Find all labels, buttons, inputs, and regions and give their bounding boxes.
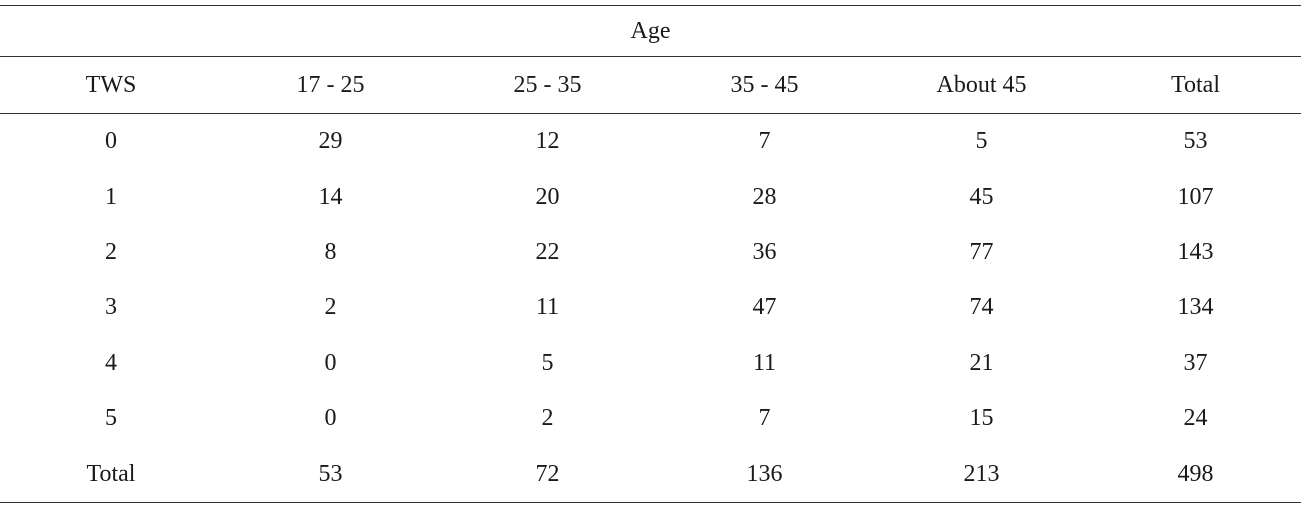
- table-cell: 5: [105, 405, 117, 432]
- table-cell: 29: [318, 128, 343, 155]
- table-cell: 4: [105, 349, 117, 376]
- table-cell: 20: [535, 183, 560, 210]
- group-header-row: Age: [0, 5, 1301, 57]
- table-cell: 8: [324, 238, 337, 265]
- table-row: 3 2 11 47 74 134: [0, 280, 1301, 335]
- column-header-tws: TWS: [0, 56, 222, 114]
- table-row: 4 0 5 11 21 37: [0, 336, 1301, 391]
- table-cell: 45: [969, 183, 994, 210]
- table-cell: 5: [975, 128, 988, 155]
- table-cell: 11: [535, 294, 560, 321]
- table-cell: 1: [105, 183, 117, 210]
- table-cell: 3: [105, 294, 117, 321]
- table-cell: 0: [105, 128, 117, 155]
- column-header-row: TWS 17 - 25 25 - 35 35 - 45 About 45 Tot…: [0, 56, 1301, 114]
- table-cell: 21: [969, 349, 994, 376]
- column-header-age-17-25: 17 - 25: [222, 56, 439, 114]
- column-header-total: Total: [1090, 56, 1301, 114]
- table-cell: 0: [324, 405, 337, 432]
- table-row: 1 14 20 28 45 107: [0, 169, 1301, 224]
- table-row: 2 8 22 36 77 143: [0, 225, 1301, 280]
- table-cell: 11: [752, 349, 777, 376]
- table-cell: 15: [969, 405, 994, 432]
- table-cell: 72: [439, 446, 656, 503]
- table-cell: 107: [1177, 183, 1214, 210]
- column-header-age-about-45: About 45: [873, 56, 1090, 114]
- table-cell: 2: [105, 238, 117, 265]
- table-cell: 7: [758, 128, 771, 155]
- table-cell: 53: [222, 446, 439, 503]
- table-cell: 134: [1177, 294, 1214, 321]
- table-cell: 143: [1177, 238, 1214, 265]
- table-cell: 5: [541, 349, 554, 376]
- age-group-header: Age: [0, 5, 1301, 57]
- table-cell: 77: [969, 238, 994, 265]
- table-cell: 2: [541, 405, 554, 432]
- table-cell: 213: [873, 446, 1090, 503]
- table-cell: 0: [324, 349, 337, 376]
- table-cell: 14: [318, 183, 343, 210]
- table-row: 5 0 2 7 15 24: [0, 391, 1301, 446]
- table-cell: 53: [1183, 128, 1208, 155]
- column-header-age-35-45: 35 - 45: [656, 56, 873, 114]
- table-cell: 12: [535, 128, 560, 155]
- total-row: Total 53 72 136 213 498: [0, 446, 1301, 503]
- table-row: 0 29 12 7 5 53: [0, 114, 1301, 170]
- table-cell: 7: [758, 405, 771, 432]
- table-cell: 22: [535, 238, 560, 265]
- table-cell: 24: [1183, 405, 1208, 432]
- table-cell: 37: [1183, 349, 1208, 376]
- table-cell: 74: [969, 294, 994, 321]
- table-cell: Total: [0, 446, 222, 503]
- column-header-age-25-35: 25 - 35: [439, 56, 656, 114]
- table-cell: 136: [656, 446, 873, 503]
- table-cell: 498: [1090, 446, 1301, 503]
- table-cell: 47: [752, 294, 777, 321]
- table-cell: 36: [752, 238, 777, 265]
- table-cell: 2: [324, 294, 337, 321]
- tws-by-age-table: Age TWS 17 - 25 25 - 35 35 - 45 About 45…: [0, 5, 1301, 503]
- table-cell: 28: [752, 183, 777, 210]
